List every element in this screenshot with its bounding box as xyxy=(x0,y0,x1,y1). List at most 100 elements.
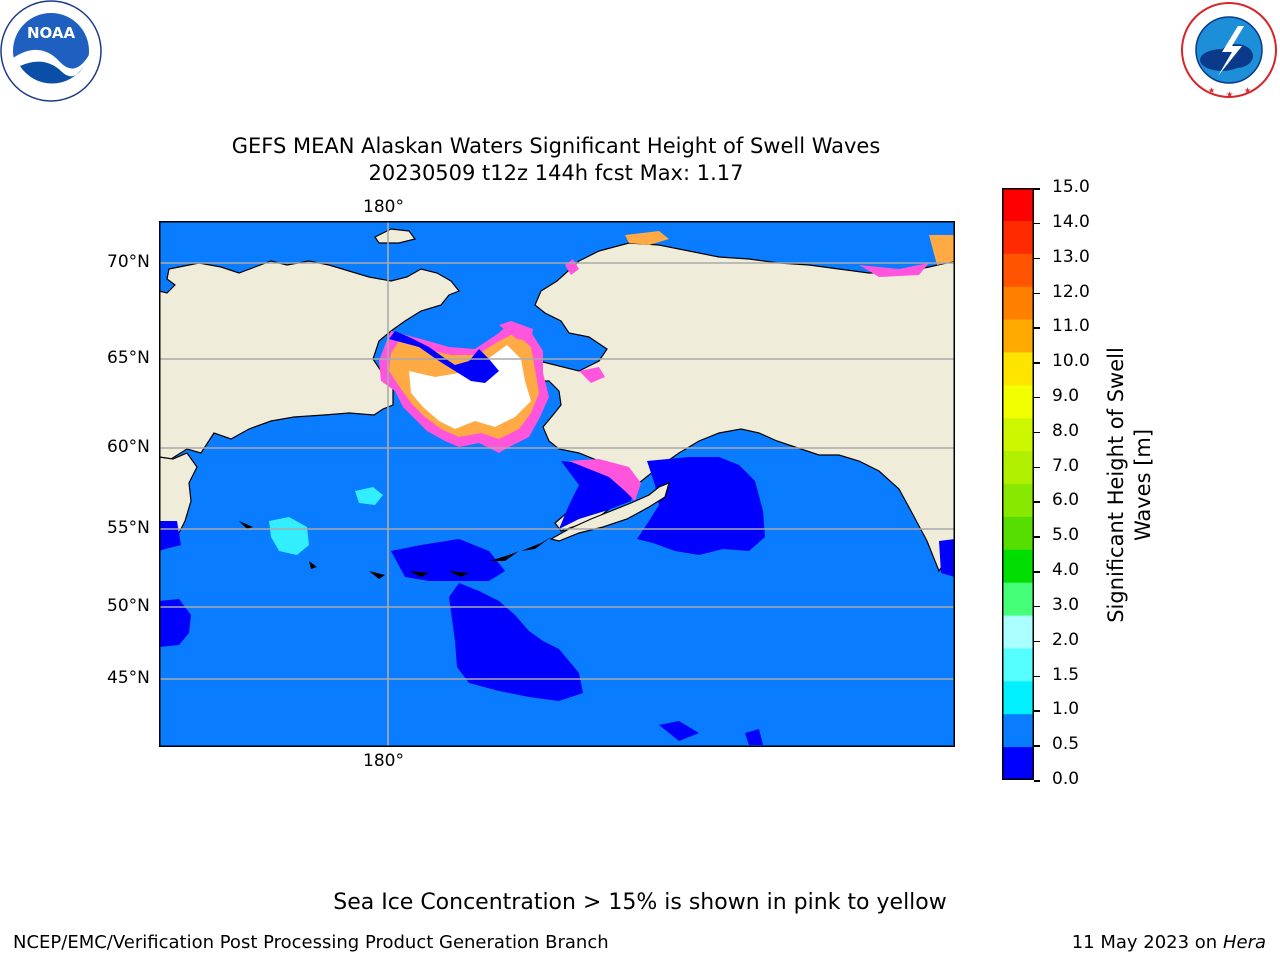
ice-white-bering xyxy=(409,345,531,429)
colorbar-border xyxy=(1002,188,1034,780)
title-line-2: 20230509 t12z 144h fcst Max: 1.17 xyxy=(368,161,744,185)
map-svg xyxy=(158,221,956,747)
colorbar xyxy=(1002,188,1034,781)
colorbar-tick-mark xyxy=(1034,222,1040,225)
colorbar-tick-label: 1.5 xyxy=(1052,664,1080,685)
colorbar-band xyxy=(1002,418,1034,452)
colorbar-band xyxy=(1002,549,1034,584)
colorbar-band xyxy=(1002,286,1034,321)
ice-arctic-strip-3 xyxy=(929,235,955,265)
colorbar-tick-mark xyxy=(1034,780,1040,782)
colorbar-tick-label: 8.0 xyxy=(1052,420,1080,441)
colorbar-tick-label: 10.0 xyxy=(1052,351,1090,372)
colorbar-label: Significant Height of Swell Waves [m] xyxy=(1103,347,1157,623)
nws-logo: ★ ★ ★ xyxy=(1178,0,1280,100)
lon-label-top: 180° xyxy=(363,197,404,217)
ocean-low-gulf xyxy=(637,457,765,555)
ice-pink-coast xyxy=(579,367,605,383)
colorbar-tick-mark xyxy=(1034,396,1040,399)
colorbar-tick-mark xyxy=(1034,292,1040,294)
colorbar-band xyxy=(1002,747,1034,781)
footer-date-text: 11 May 2023 on xyxy=(1071,932,1218,953)
footer-host: Hera xyxy=(1222,932,1266,953)
lat-label-50: 50°N xyxy=(107,596,150,616)
footer-credit: NCEP/EMC/Verification Post Processing Pr… xyxy=(13,932,609,953)
colorbar-tick-mark xyxy=(1034,745,1040,747)
colorbar-band xyxy=(1002,352,1034,386)
colorbar-tick-mark xyxy=(1034,327,1040,329)
svg-text:★: ★ xyxy=(1226,90,1233,99)
colorbar-tick-label: 0.0 xyxy=(1052,769,1080,789)
colorbar-tick-label: 9.0 xyxy=(1052,385,1080,406)
colorbar-tick-mark xyxy=(1034,188,1040,190)
graticule xyxy=(159,221,955,747)
ice-pink-north xyxy=(499,321,533,341)
ice-pink-bristol xyxy=(569,459,641,501)
colorbar-band xyxy=(1002,188,1034,222)
ice-arctic-strip-2 xyxy=(625,231,669,245)
colorbar-tick-label: 13.0 xyxy=(1052,246,1090,267)
colorbar-band xyxy=(1002,253,1034,288)
colorbar-tick-label: 2.0 xyxy=(1052,629,1080,650)
colorbar-tick-label: 1.0 xyxy=(1052,699,1080,720)
colorbar-band xyxy=(1002,484,1034,518)
title-line-1: GEFS MEAN Alaskan Waters Significant Hei… xyxy=(231,134,881,158)
colorbar-tick-mark xyxy=(1034,431,1040,434)
sea-ice-note: Sea Ice Concentration > 15% is shown in … xyxy=(333,890,947,915)
ocean-low-aleutian xyxy=(391,539,505,581)
colorbar-tick-mark xyxy=(1034,466,1040,469)
colorbar-band xyxy=(1002,582,1034,617)
colorbar-tick-label: 4.0 xyxy=(1052,560,1080,581)
colorbar-band xyxy=(1002,615,1034,649)
colorbar-tick-mark xyxy=(1034,640,1040,643)
colorbar-tick-label: 15.0 xyxy=(1052,177,1090,197)
noaa-logo: NOAA xyxy=(0,0,105,105)
colorbar-tick-mark xyxy=(1034,257,1040,260)
ocean-low-se-coast xyxy=(939,539,955,577)
ocean-cyan-west xyxy=(269,517,309,555)
colorbar-tick-label: 14.0 xyxy=(1052,211,1090,232)
colorbar-band xyxy=(1002,451,1034,485)
land-alaska-peninsula xyxy=(549,481,670,542)
colorbar-tick-mark xyxy=(1034,710,1040,712)
colorbar-ticks: 15.0 14.0 13.0 12.0 11.0 10.0 9.0 8.0 7.0 6.0 5.0 4… xyxy=(1034,177,1100,789)
map-panel xyxy=(158,221,956,747)
colorbar-tick-label: 0.5 xyxy=(1052,734,1080,755)
colorbar-tick-mark xyxy=(1034,362,1040,364)
svg-text:★: ★ xyxy=(1244,86,1251,95)
colorbar-tick-label: 12.0 xyxy=(1052,281,1090,302)
colorbar-band xyxy=(1002,681,1034,715)
colorbar-tick-label: 6.0 xyxy=(1052,490,1080,511)
noaa-logo-text: NOAA xyxy=(27,24,76,42)
colorbar-band xyxy=(1002,319,1034,353)
colorbar-band xyxy=(1002,385,1034,419)
colorbar-tick-mark xyxy=(1034,536,1040,538)
lat-label-55: 55°N xyxy=(107,518,150,538)
ice-arctic-strip-4 xyxy=(859,263,929,277)
lat-label-70: 70°N xyxy=(107,252,150,272)
colorbar-tick-label: 7.0 xyxy=(1052,455,1080,476)
colorbar-tick-label: 5.0 xyxy=(1052,525,1080,546)
colorbar-band xyxy=(1002,648,1034,682)
colorbar-label-line2: Waves [m] xyxy=(1131,428,1155,542)
chart-title: GEFS MEAN Alaskan Waters Significant Hei… xyxy=(0,133,1112,187)
colorbar-tick-label: 11.0 xyxy=(1052,316,1090,337)
colorbar-tick-label: 3.0 xyxy=(1052,594,1080,615)
map-border xyxy=(159,221,955,747)
lon-label-bottom: 180° xyxy=(363,751,404,771)
land-wrangel xyxy=(374,228,417,244)
land-siberia xyxy=(158,221,460,460)
colorbar-band xyxy=(1002,516,1034,551)
colorbar-tick-mark xyxy=(1034,675,1040,677)
colorbar-tick-mark xyxy=(1034,605,1040,608)
ocean-low-southern-edge xyxy=(659,721,763,745)
colorbar-label-line1: Significant Height of Swell xyxy=(1104,347,1128,623)
svg-text:★: ★ xyxy=(1208,86,1215,95)
lat-label-60: 60°N xyxy=(107,437,150,457)
ocean-low-norton xyxy=(389,331,499,383)
lat-label-45: 45°N xyxy=(107,668,150,688)
colorbar-band xyxy=(1002,220,1034,255)
ocean-cyan-small xyxy=(355,487,383,505)
ocean-low-pacific xyxy=(449,583,583,701)
ocean-low-west xyxy=(159,599,191,647)
